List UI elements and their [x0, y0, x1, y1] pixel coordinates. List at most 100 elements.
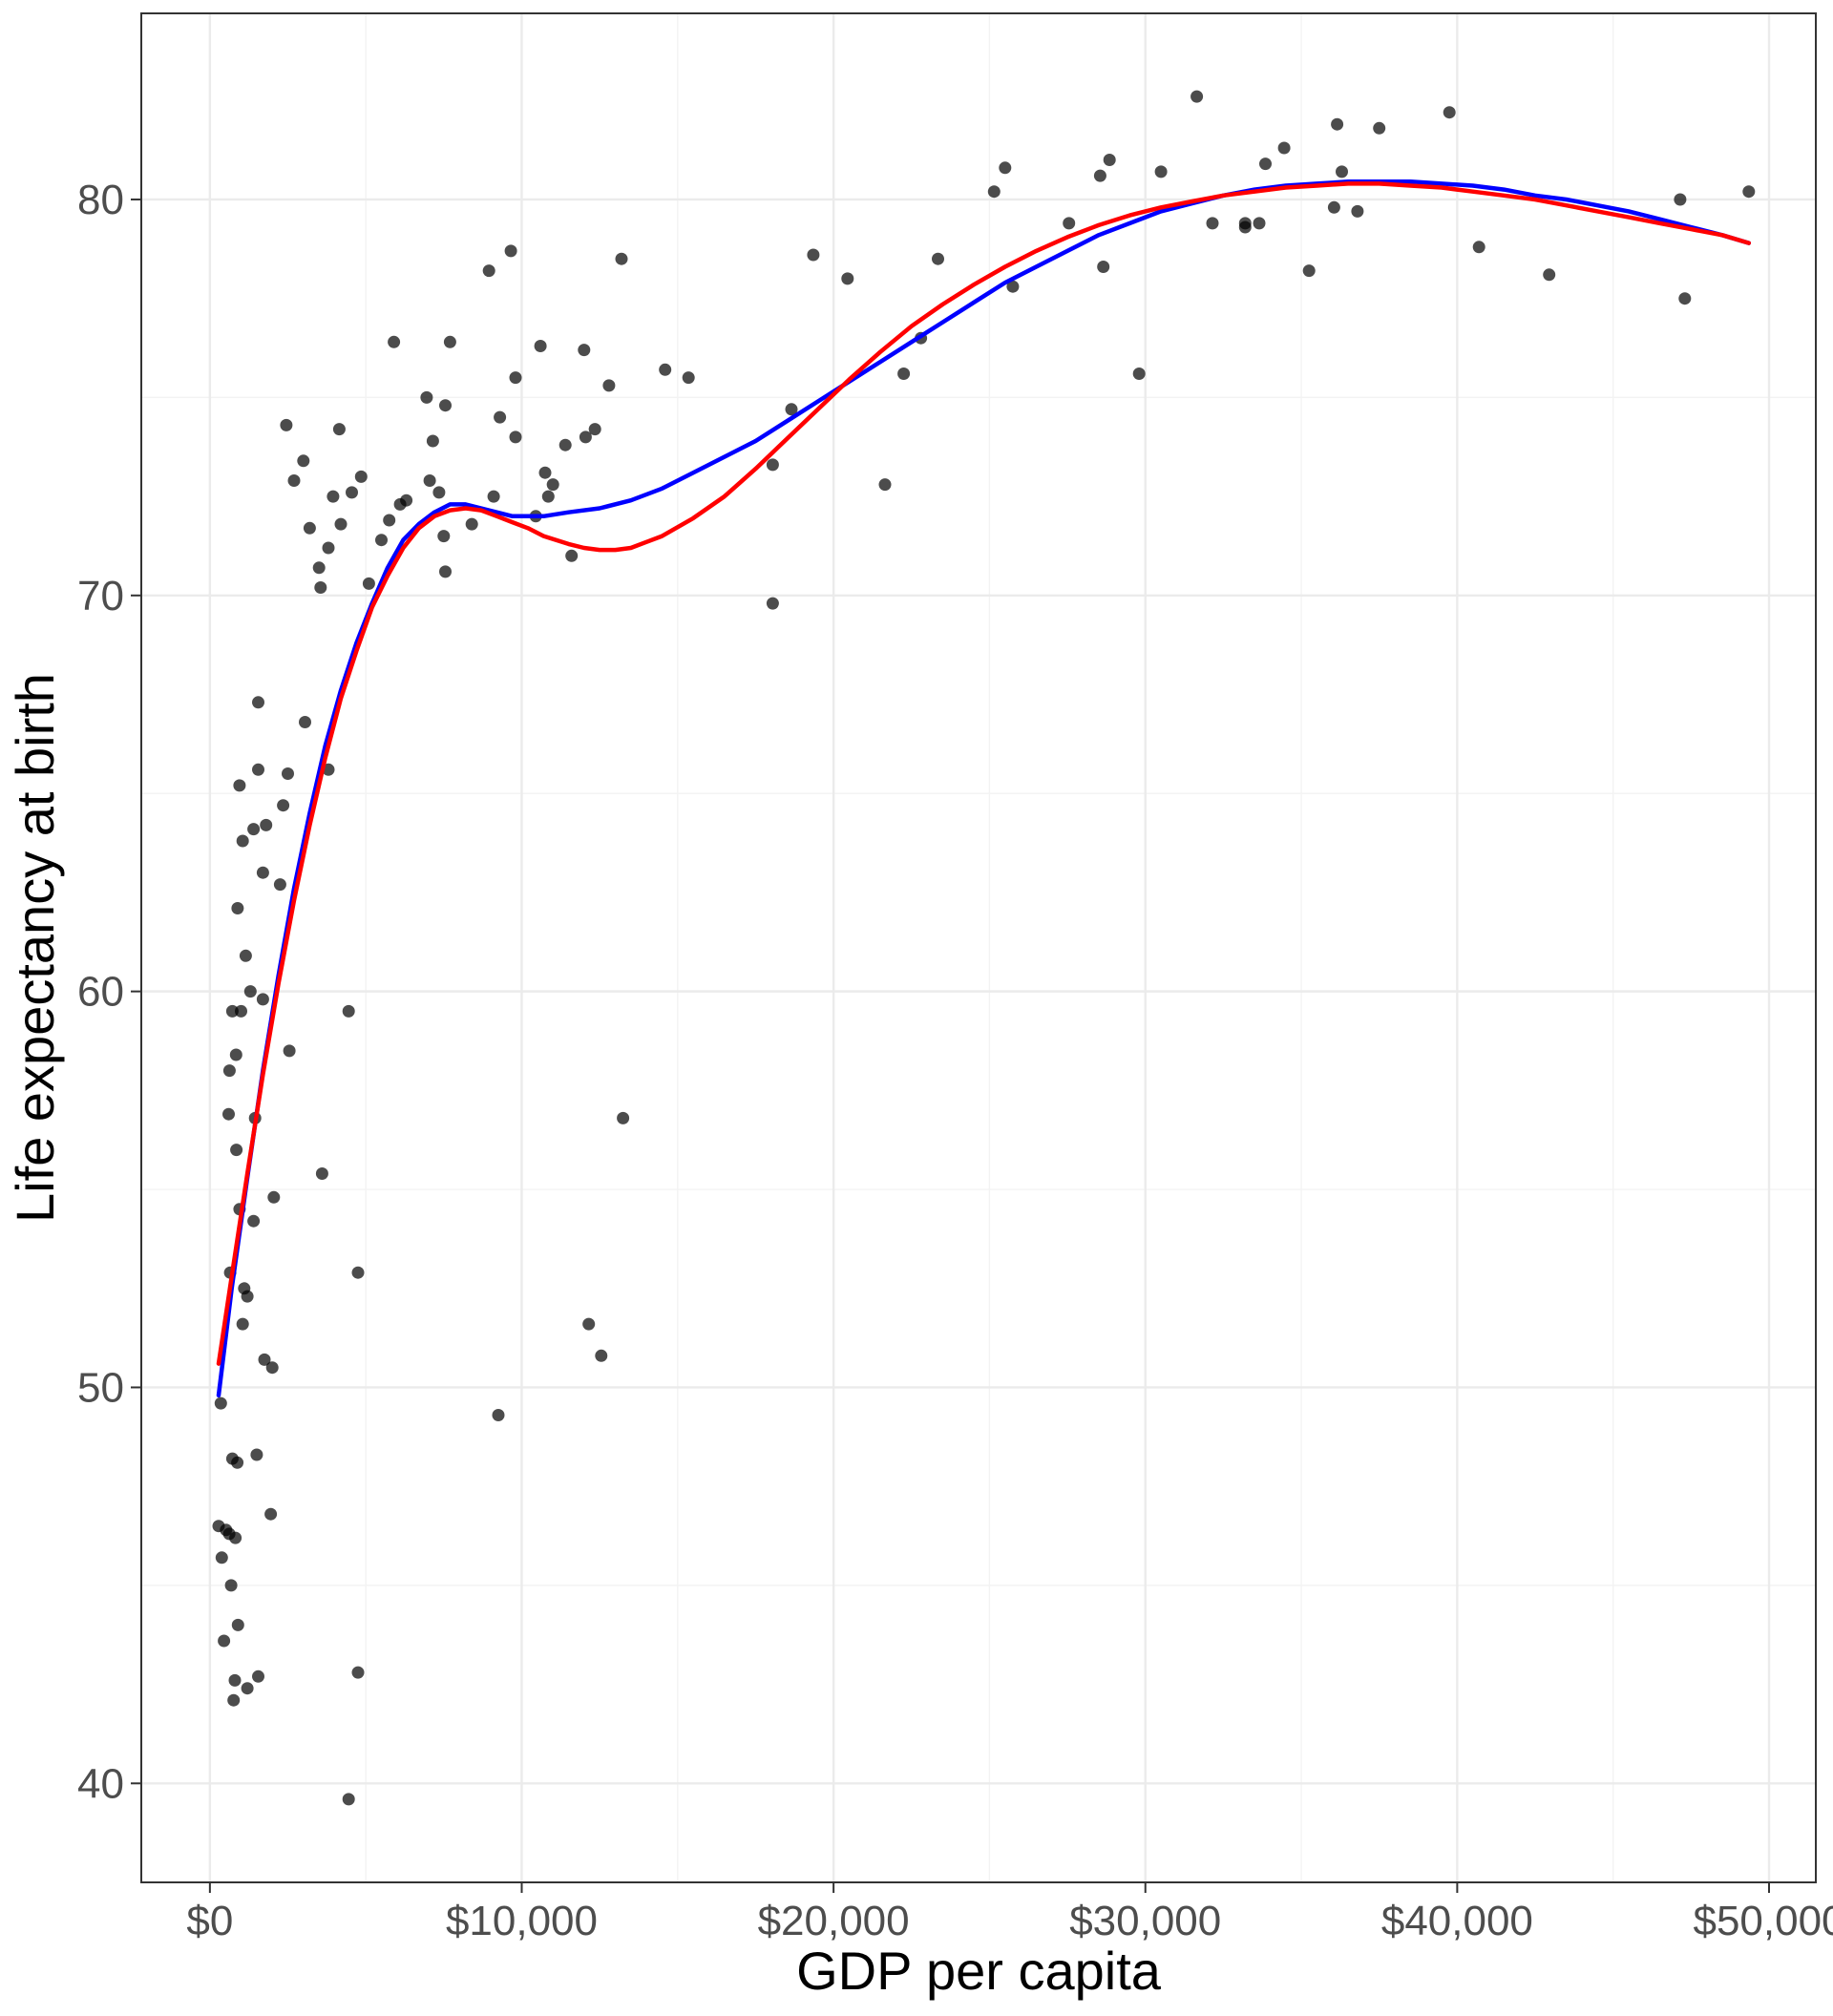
data-point — [214, 1396, 227, 1410]
data-point — [264, 1507, 278, 1521]
data-point — [541, 490, 555, 503]
data-point — [283, 1044, 296, 1058]
data-point — [420, 390, 433, 404]
data-point — [267, 1190, 281, 1204]
data-point — [1190, 90, 1204, 103]
data-point — [241, 1682, 254, 1695]
data-point — [766, 458, 779, 472]
data-point — [578, 344, 591, 357]
data-point — [327, 490, 340, 503]
data-point — [1336, 165, 1348, 178]
data-point — [239, 949, 252, 962]
data-point — [878, 478, 892, 492]
data-point — [565, 549, 579, 562]
data-point — [314, 581, 327, 594]
data-point — [342, 1004, 355, 1018]
data-point — [1006, 280, 1020, 293]
data-point — [546, 478, 559, 492]
data-point — [346, 486, 358, 499]
data-point — [258, 1353, 271, 1366]
smooth-lines — [216, 179, 1752, 1398]
x-tick-label: $0 — [186, 1898, 233, 1944]
grid-lines — [141, 13, 1816, 1882]
data-point — [231, 902, 244, 914]
y-tick-label: 60 — [77, 969, 124, 1016]
data-point — [351, 1666, 365, 1679]
data-point — [222, 1107, 235, 1121]
data-point — [487, 490, 500, 503]
data-point — [315, 1167, 328, 1180]
axis-ticks: $0 $10,000 $20,000 $30,000 $40,000 $50,000 40 5… — [77, 177, 1833, 1944]
blue-smooth-line — [216, 179, 1752, 1398]
data-point — [1678, 292, 1692, 305]
data-point — [334, 517, 348, 531]
data-point — [215, 1551, 228, 1564]
data-point — [1154, 165, 1168, 178]
data-point — [351, 1266, 365, 1279]
data-point — [534, 340, 547, 352]
data-point — [282, 767, 294, 780]
data-point — [1472, 241, 1485, 254]
data-point — [236, 834, 249, 848]
data-point — [383, 514, 396, 527]
data-point — [218, 1634, 231, 1648]
data-point — [1253, 217, 1266, 230]
data-point — [299, 716, 311, 728]
y-tick-label: 50 — [77, 1364, 124, 1411]
x-tick-label: $50,000 — [1693, 1898, 1833, 1944]
data-point — [1543, 268, 1556, 282]
data-point — [999, 161, 1012, 175]
data-point — [1206, 217, 1219, 230]
data-point — [280, 418, 293, 431]
data-point — [241, 1290, 254, 1303]
data-point — [233, 779, 246, 792]
data-point — [443, 335, 456, 348]
data-point — [615, 252, 628, 265]
data-point — [437, 530, 451, 543]
data-point — [1742, 185, 1756, 199]
data-point — [538, 466, 552, 479]
data-point — [252, 1670, 264, 1683]
data-point — [1132, 368, 1146, 380]
data-point — [227, 1693, 241, 1707]
data-point — [987, 185, 1001, 199]
data-point — [1302, 264, 1316, 278]
x-tick-label: $10,000 — [446, 1898, 598, 1944]
data-point — [582, 1317, 596, 1331]
data-point — [1351, 204, 1364, 218]
data-point — [1443, 106, 1456, 119]
data-point — [252, 696, 264, 709]
data-point — [579, 430, 592, 444]
data-point — [1238, 220, 1252, 234]
data-point — [1259, 158, 1272, 171]
data-point — [222, 1064, 236, 1078]
data-point — [439, 565, 452, 578]
data-point — [897, 368, 911, 380]
data-point — [465, 517, 478, 531]
data-point — [229, 1531, 242, 1544]
data-point — [682, 371, 695, 385]
data-point — [362, 577, 375, 590]
data-point — [1093, 169, 1106, 182]
data-point — [375, 534, 388, 547]
data-point — [932, 252, 944, 265]
data-point — [231, 1456, 244, 1469]
data-point — [247, 1214, 261, 1228]
data-point — [492, 1409, 505, 1421]
data-point — [1277, 141, 1291, 155]
data-point — [1103, 154, 1116, 166]
data-point — [432, 486, 446, 499]
x-tick-label: $30,000 — [1069, 1898, 1221, 1944]
data-point — [588, 423, 601, 436]
data-points — [212, 90, 1756, 1806]
data-point — [303, 521, 316, 535]
data-point — [841, 272, 854, 285]
data-point — [617, 1111, 630, 1124]
data-point — [659, 363, 672, 376]
data-point — [332, 423, 346, 436]
data-point — [277, 799, 290, 812]
data-point — [482, 264, 495, 278]
data-point — [595, 1349, 608, 1362]
data-point — [225, 1004, 239, 1018]
